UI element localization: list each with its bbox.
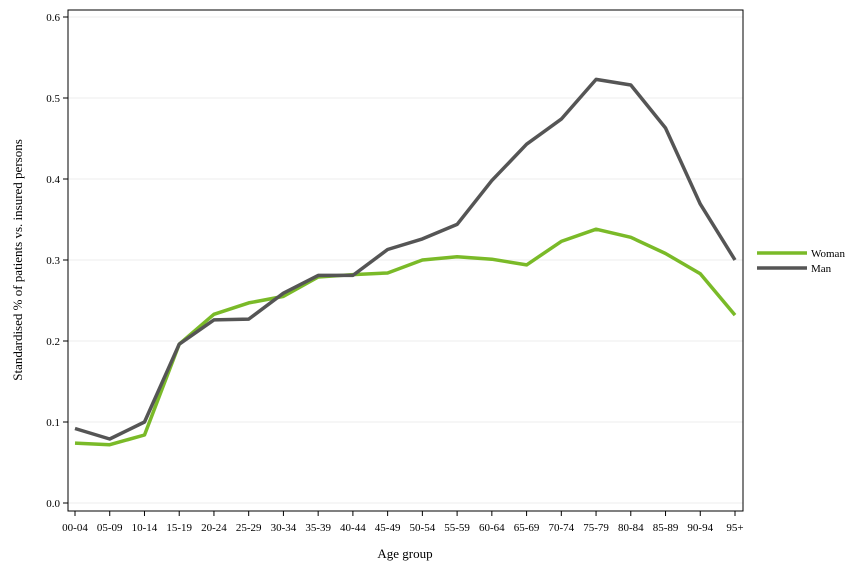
- x-tick-label: 70-74: [548, 522, 574, 534]
- y-tick-label: 0.4: [46, 174, 60, 186]
- x-tick-label: 95+: [726, 522, 743, 534]
- x-tick-label: 30-34: [271, 522, 297, 534]
- series-line-woman: [74, 227, 737, 447]
- y-tick-label: 0.5: [46, 93, 60, 105]
- x-tick-label: 00-04: [62, 522, 88, 534]
- series-lines: [74, 77, 737, 447]
- x-tick-label: 50-54: [410, 522, 436, 534]
- legend-label-woman: Woman: [811, 248, 845, 260]
- y-tick-label: 0.2: [46, 336, 60, 348]
- gridlines: [68, 16, 743, 504]
- x-tick-label: 25-29: [236, 522, 262, 534]
- x-tick-label: 60-64: [479, 522, 505, 534]
- x-axis-title: Age group: [377, 546, 432, 561]
- x-tick-label: 65-69: [514, 522, 540, 534]
- x-tick-label: 80-84: [618, 522, 644, 534]
- legend-label-man: Man: [811, 263, 832, 275]
- x-tick-label: 45-49: [375, 522, 401, 534]
- y-tick-label: 0.0: [46, 498, 60, 510]
- x-tick-label: 75-79: [583, 522, 609, 534]
- x-tick-label: 35-39: [305, 522, 331, 534]
- y-axis-ticks: 0.0 0.1 0.2 0.3 0.4 0.5 0.6: [46, 12, 68, 510]
- x-tick-label: 40-44: [340, 522, 366, 534]
- legend: Woman Man: [757, 248, 845, 275]
- x-tick-label: 20-24: [201, 522, 227, 534]
- x-tick-label: 90-94: [687, 522, 713, 534]
- x-tick-label: 15-19: [166, 522, 192, 534]
- series-line-man: [74, 77, 737, 441]
- x-tick-label: 55-59: [444, 522, 470, 534]
- y-tick-label: 0.6: [46, 12, 60, 24]
- x-tick-label: 05-09: [97, 522, 123, 534]
- x-tick-label: 10-14: [132, 522, 158, 534]
- y-axis-title: Standardised % of patients vs. insured p…: [10, 139, 25, 381]
- x-tick-label: 85-89: [653, 522, 679, 534]
- y-tick-label: 0.1: [46, 417, 60, 429]
- y-tick-label: 0.3: [46, 255, 60, 267]
- x-axis-ticks: 00-04 05-09 10-14 15-19 20-24 25-29 30-34 35-39…: [62, 511, 744, 534]
